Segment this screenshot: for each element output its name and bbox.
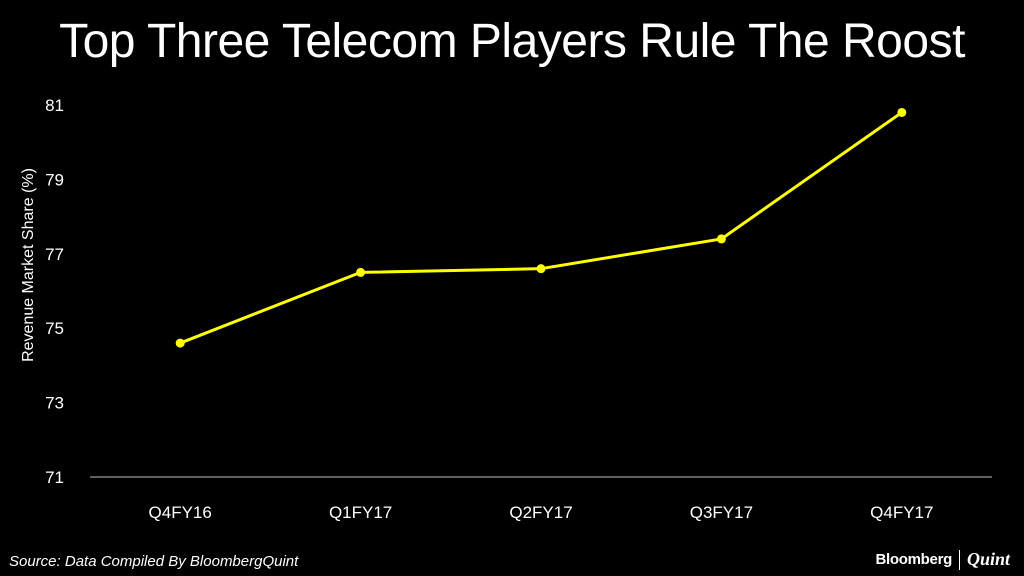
- data-point: [897, 107, 907, 117]
- x-tick-label: Q1FY17: [329, 503, 392, 522]
- data-point: [356, 267, 366, 277]
- y-tick-label: 75: [45, 319, 64, 338]
- x-tick-label: Q4FY17: [870, 503, 933, 522]
- y-tick-label: 79: [45, 170, 64, 189]
- brand-divider: [958, 549, 960, 570]
- y-tick-label: 73: [45, 394, 64, 413]
- y-tick-label: 77: [45, 245, 64, 264]
- source-note: Source: Data Compiled By BloombergQuint: [9, 553, 299, 570]
- chart-title: Top Three Telecom Players Rule The Roost: [59, 15, 965, 68]
- y-tick-label: 81: [45, 96, 64, 115]
- x-tick-label: Q4FY16: [149, 503, 212, 522]
- brand-primary: Bloomberg: [875, 551, 953, 568]
- x-tick-label: Q2FY17: [509, 503, 572, 522]
- x-tick-label: Q3FY17: [690, 503, 753, 522]
- brand-logo: Bloomberg Quint: [875, 549, 1010, 570]
- series-line: [179, 111, 903, 345]
- y-tick-label: 71: [45, 468, 64, 487]
- brand-secondary: Quint: [966, 549, 1010, 569]
- data-point: [175, 338, 185, 348]
- data-point: [536, 264, 546, 274]
- data-point: [716, 234, 726, 244]
